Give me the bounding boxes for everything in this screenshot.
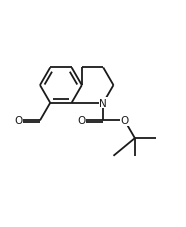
- Text: O: O: [78, 116, 86, 126]
- Text: O: O: [15, 116, 23, 126]
- Text: O: O: [121, 116, 129, 126]
- Text: N: N: [99, 98, 107, 108]
